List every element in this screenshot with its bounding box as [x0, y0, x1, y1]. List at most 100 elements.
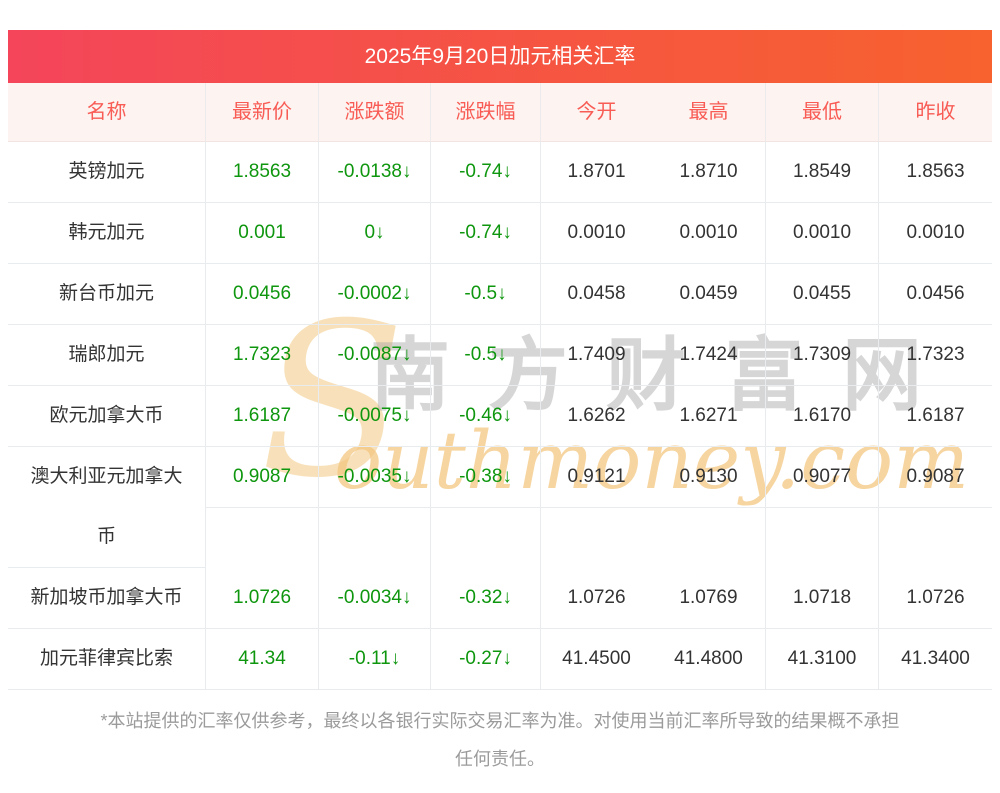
high-cell: 1.0769	[652, 568, 765, 629]
prev-close-cell: 0.9087	[878, 447, 992, 568]
low-cell: 1.7309	[765, 325, 878, 386]
disclaimer: *本站提供的汇率仅供参考，最终以各银行实际交易汇率为准。对使用当前汇率所导致的结…	[8, 690, 992, 778]
low-cell: 0.0455	[765, 264, 878, 325]
low-cell: 41.3100	[765, 629, 878, 690]
prev-close-cell: 1.0726	[878, 568, 992, 629]
table-header-row: 名称 最新价 涨跌额 涨跌幅 今开 最高 最低 昨收	[8, 83, 992, 142]
change-percent-cell: -0.5↓	[430, 264, 540, 325]
change-amount-cell: -0.0087↓	[318, 325, 430, 386]
cell-spacer	[766, 508, 878, 568]
col-header-high: 最高	[652, 83, 765, 142]
table-row: 加元菲律宾比索 41.34 -0.11↓ -0.27↓ 41.4500 41.4…	[8, 629, 992, 690]
cell-value: 0.9130	[652, 447, 765, 508]
currency-name-cell: 韩元加元	[8, 203, 205, 264]
open-cell: 0.0010	[540, 203, 652, 264]
high-cell: 0.0010	[652, 203, 765, 264]
prev-close-cell: 1.7323	[878, 325, 992, 386]
latest-price-cell: 1.6187	[205, 386, 318, 447]
low-cell: 0.0010	[765, 203, 878, 264]
change-percent-cell: -0.38↓	[430, 447, 540, 568]
cell-value: -0.0035↓	[319, 447, 430, 508]
high-cell: 41.4800	[652, 629, 765, 690]
table-title-bar: 2025年9月20日加元相关汇率	[8, 30, 992, 83]
currency-name-cell: 瑞郎加元	[8, 325, 205, 386]
latest-price-cell: 0.9087	[205, 447, 318, 568]
open-cell: 41.4500	[540, 629, 652, 690]
cell-spacer	[431, 508, 540, 568]
cell-value: -0.38↓	[431, 447, 540, 508]
currency-name-cell: 新台币加元	[8, 264, 205, 325]
open-cell: 0.9121	[540, 447, 652, 568]
low-cell: 0.9077	[765, 447, 878, 568]
currency-name-cell: 欧元加拿大币	[8, 386, 205, 447]
high-cell: 1.7424	[652, 325, 765, 386]
currency-name-cell: 澳大利亚元加拿大币	[8, 447, 205, 568]
high-cell: 0.9130	[652, 447, 765, 568]
high-cell: 0.0459	[652, 264, 765, 325]
col-header-name: 名称	[8, 83, 205, 142]
col-header-low: 最低	[765, 83, 878, 142]
table-row: 英镑加元 1.8563 -0.0138↓ -0.74↓ 1.8701 1.871…	[8, 142, 992, 203]
latest-price-cell: 0.001	[205, 203, 318, 264]
table-row: 欧元加拿大币 1.6187 -0.0075↓ -0.46↓ 1.6262 1.6…	[8, 386, 992, 447]
currency-name-cell: 英镑加元	[8, 142, 205, 203]
cell-value: 0.9121	[541, 447, 652, 508]
table-row: 澳大利亚元加拿大币 0.9087 -0.0035↓ -0.38↓ 0.9121 …	[8, 447, 992, 568]
open-cell: 0.0458	[540, 264, 652, 325]
cell-value: 0.9087	[879, 447, 992, 508]
low-cell: 1.6170	[765, 386, 878, 447]
change-amount-cell: -0.11↓	[318, 629, 430, 690]
rates-table: S 南方财富网 outhmoney.com 名称 最新价 涨跌额 涨跌幅 今开 …	[8, 83, 992, 690]
table-row: 韩元加元 0.001 0↓ -0.74↓ 0.0010 0.0010 0.001…	[8, 203, 992, 264]
currency-name-cell: 新加坡币加拿大币	[8, 568, 205, 629]
cell-value: 0.9087	[206, 447, 318, 508]
col-header-latest: 最新价	[205, 83, 318, 142]
prev-close-cell: 0.0010	[878, 203, 992, 264]
prev-close-cell: 0.0456	[878, 264, 992, 325]
disclaimer-text: *本站提供的汇率仅供参考，最终以各银行实际交易汇率为准。对使用当前汇率所导致的结…	[100, 711, 900, 769]
col-header-open: 今开	[540, 83, 652, 142]
change-amount-cell: -0.0035↓	[318, 447, 430, 568]
low-cell: 1.8549	[765, 142, 878, 203]
change-percent-cell: -0.27↓	[430, 629, 540, 690]
latest-price-cell: 1.7323	[205, 325, 318, 386]
latest-price-cell: 41.34	[205, 629, 318, 690]
change-amount-cell: 0↓	[318, 203, 430, 264]
page-title: 2025年9月20日加元相关汇率	[364, 45, 636, 68]
table-row: 新加坡币加拿大币 1.0726 -0.0034↓ -0.32↓ 1.0726 1…	[8, 568, 992, 629]
cell-spacer	[879, 508, 992, 568]
latest-price-cell: 1.0726	[205, 568, 318, 629]
change-percent-cell: -0.74↓	[430, 142, 540, 203]
currency-name-cell: 加元菲律宾比索	[8, 629, 205, 690]
latest-price-cell: 1.8563	[205, 142, 318, 203]
prev-close-cell: 41.3400	[878, 629, 992, 690]
cell-spacer	[652, 508, 765, 568]
prev-close-cell: 1.8563	[878, 142, 992, 203]
low-cell: 1.0718	[765, 568, 878, 629]
open-cell: 1.8701	[540, 142, 652, 203]
open-cell: 1.6262	[540, 386, 652, 447]
table-row: 新台币加元 0.0456 -0.0002↓ -0.5↓ 0.0458 0.045…	[8, 264, 992, 325]
col-header-change-pct: 涨跌幅	[430, 83, 540, 142]
cell-spacer	[206, 508, 318, 568]
high-cell: 1.8710	[652, 142, 765, 203]
change-percent-cell: -0.74↓	[430, 203, 540, 264]
open-cell: 1.7409	[540, 325, 652, 386]
prev-close-cell: 1.6187	[878, 386, 992, 447]
change-amount-cell: -0.0002↓	[318, 264, 430, 325]
change-amount-cell: -0.0138↓	[318, 142, 430, 203]
col-header-change: 涨跌额	[318, 83, 430, 142]
table-row: 瑞郎加元 1.7323 -0.0087↓ -0.5↓ 1.7409 1.7424…	[8, 325, 992, 386]
change-percent-cell: -0.5↓	[430, 325, 540, 386]
high-cell: 1.6271	[652, 386, 765, 447]
cell-spacer	[541, 508, 652, 568]
cell-spacer	[319, 508, 430, 568]
cell-value: 0.9077	[766, 447, 878, 508]
change-amount-cell: -0.0075↓	[318, 386, 430, 447]
col-header-prev-close: 昨收	[878, 83, 992, 142]
open-cell: 1.0726	[540, 568, 652, 629]
change-percent-cell: -0.32↓	[430, 568, 540, 629]
change-amount-cell: -0.0034↓	[318, 568, 430, 629]
latest-price-cell: 0.0456	[205, 264, 318, 325]
